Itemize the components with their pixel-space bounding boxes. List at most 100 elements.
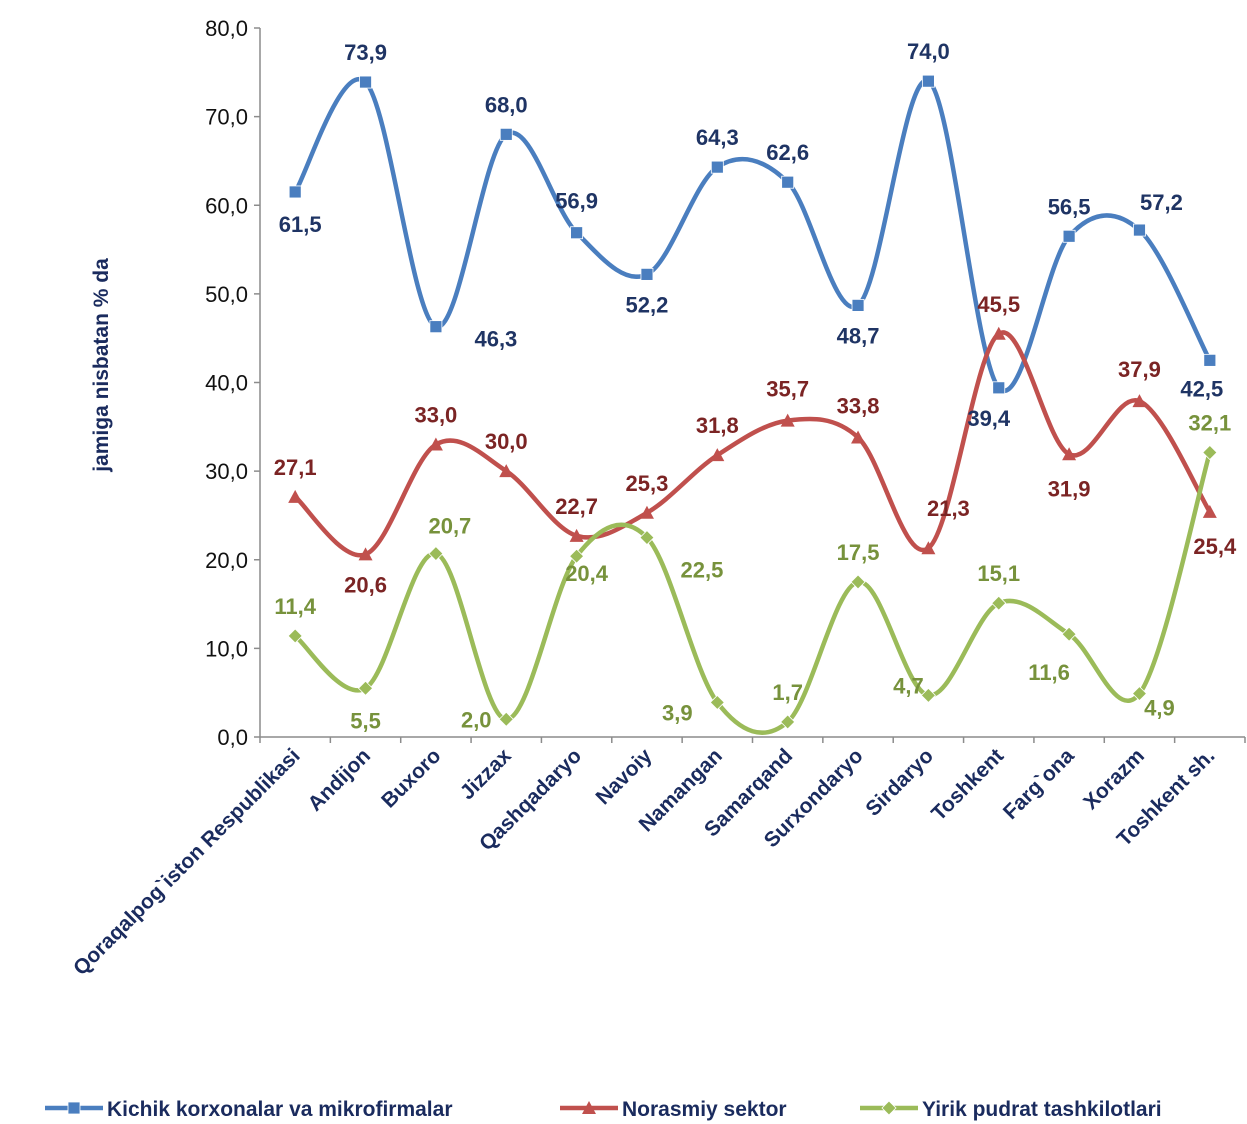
data-point-marker [569, 548, 585, 564]
data-point-marker [498, 711, 514, 727]
legend-label: Norasmiy sektor [622, 1098, 787, 1121]
data-point-marker [288, 489, 303, 503]
data-label: 20,4 [565, 561, 609, 586]
data-point-marker [709, 694, 725, 711]
data-label: 20,7 [428, 514, 471, 539]
data-point-marker [639, 505, 654, 519]
data-point-marker [639, 530, 655, 546]
legend: Kichik korxonalar va mikrofirmalar Norasm… [45, 1098, 1162, 1121]
data-labels: 61,5 73,9 46,3 68,0 56,9 52,2 64,3 62,6 48,7 74,0… [274, 39, 1237, 733]
data-point-marker [428, 545, 444, 562]
x-category-label: Qoraqalpog`iston Respublikasi [69, 744, 305, 980]
data-point-marker [499, 464, 514, 478]
y-tick-label: 70,0 [205, 105, 248, 130]
data-label: 17,5 [837, 540, 880, 565]
data-point-marker [991, 595, 1007, 611]
data-point-marker [850, 574, 866, 590]
x-category-label: Farg`ona [999, 744, 1079, 824]
data-point-marker [1131, 686, 1148, 702]
x-category-label: Buxoro [377, 744, 445, 812]
data-label: 22,5 [681, 558, 724, 583]
data-point-marker [1133, 223, 1146, 237]
y-axis-ticks: 0,0 10,0 20,0 30,0 40,0 50,0 60,0 70,0 80,0 [205, 16, 260, 750]
data-point-marker [920, 687, 936, 703]
y-tick-label: 20,0 [205, 548, 248, 573]
y-tick-label: 80,0 [205, 16, 248, 41]
data-point-marker [921, 74, 935, 88]
data-label: 74,0 [907, 39, 950, 64]
data-label: 11,6 [1028, 660, 1070, 685]
x-category-label: Navoiy [592, 744, 657, 809]
data-label: 42,5 [1180, 376, 1223, 401]
data-label: 35,7 [766, 377, 809, 402]
data-point-marker [1202, 504, 1217, 518]
data-label: 64,3 [696, 125, 739, 150]
data-label: 11,4 [274, 594, 316, 619]
data-label: 46,3 [474, 327, 517, 352]
data-label: 31,9 [1048, 476, 1091, 501]
data-label: 32,1 [1188, 411, 1231, 436]
x-category-label: Toshkent [927, 744, 1008, 825]
data-label: 68,0 [485, 92, 528, 117]
data-point-marker [851, 298, 865, 312]
data-label: 56,5 [1048, 194, 1091, 219]
data-label: 56,9 [555, 189, 598, 214]
y-tick-label: 60,0 [205, 193, 248, 218]
data-label: 3,9 [662, 700, 693, 725]
data-label: 61,5 [279, 212, 322, 237]
data-point-marker [570, 226, 584, 240]
legend-label: Kichik korxonalar va mikrofirmalar [107, 1098, 453, 1121]
data-point-marker [428, 437, 443, 451]
legend-marker [67, 1101, 81, 1115]
data-label: 73,9 [344, 40, 387, 65]
data-point-marker [1132, 394, 1147, 408]
data-point-marker [1202, 444, 1218, 461]
x-category-label: Jizzax [456, 744, 516, 804]
legend-item-3: Yirik pudrat tashkilotlari [860, 1098, 1162, 1121]
legend-marker [582, 1101, 596, 1114]
data-point-marker [499, 127, 513, 141]
data-label: 1,7 [772, 680, 803, 705]
x-category-label: Xorazm [1079, 744, 1149, 814]
data-label: 52,2 [626, 292, 669, 317]
data-point-marker [710, 448, 725, 462]
data-label: 15,1 [977, 561, 1020, 586]
data-label: 4,7 [893, 673, 924, 698]
data-point-marker [921, 541, 936, 555]
data-point-marker [359, 75, 372, 89]
data-point-marker [781, 175, 795, 189]
data-point-marker [780, 413, 795, 427]
y-tick-label: 50,0 [205, 282, 248, 307]
data-point-marker [429, 320, 443, 334]
data-label: 5,5 [350, 708, 381, 733]
data-label: 62,6 [766, 140, 809, 165]
data-point-marker [357, 680, 374, 696]
data-point-marker [1062, 229, 1076, 243]
legend-item-1: Kichik korxonalar va mikrofirmalar [45, 1098, 453, 1121]
y-tick-label: 40,0 [205, 371, 248, 396]
data-label: 31,8 [696, 413, 739, 438]
axes [259, 28, 1245, 738]
data-point-marker [288, 185, 302, 199]
data-label: 30,0 [485, 429, 528, 454]
data-point-marker [640, 267, 654, 281]
data-point-marker [710, 160, 724, 174]
data-label: 27,1 [274, 455, 317, 480]
y-tick-label: 0,0 [217, 725, 248, 750]
y-tick-label: 30,0 [205, 459, 248, 484]
legend-item-2: Norasmiy sektor [560, 1098, 787, 1121]
data-point-marker [780, 714, 796, 730]
x-category-label: Andijon [304, 744, 376, 816]
data-point-marker [1062, 447, 1077, 461]
legend-marker [881, 1100, 897, 1116]
data-label: 25,3 [626, 471, 669, 496]
data-point-marker [991, 326, 1006, 340]
data-label: 37,9 [1118, 357, 1161, 382]
data-label: 4,9 [1144, 696, 1175, 721]
data-label: 39,4 [967, 406, 1011, 431]
data-label: 22,7 [555, 494, 598, 519]
data-point-marker [851, 430, 866, 444]
data-label: 25,4 [1193, 534, 1237, 559]
